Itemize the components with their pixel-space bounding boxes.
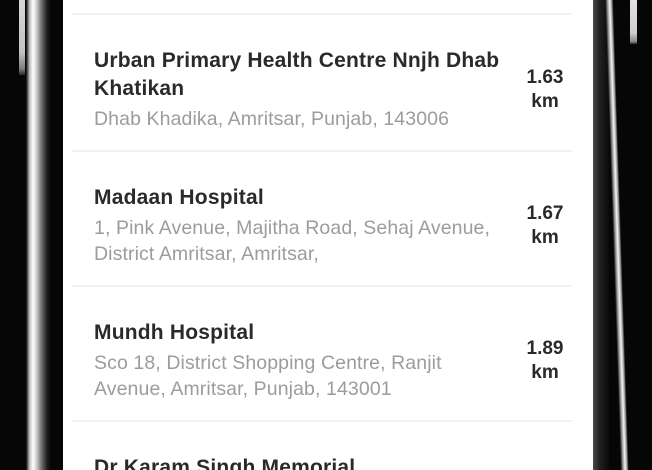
distance-unit: km [531, 90, 559, 112]
distance-value: 1.89 [526, 337, 564, 359]
distance-unit: km [531, 226, 559, 248]
screen-edge-glow [593, 0, 609, 470]
list-divider [71, 420, 572, 422]
hospital-address: 1, Pink Avenue, Majitha Road, Sehaj Aven… [94, 217, 491, 265]
hospital-info: Mundh Hospital Sco 18, District Shopping… [94, 319, 506, 402]
distance-unit: km [531, 361, 559, 383]
hospital-distance: 1.67 km [511, 202, 579, 250]
hospital-list-item[interactable]: Dr Karam Singh Memorial [63, 422, 593, 470]
list-divider [71, 13, 572, 15]
phone-left-bezel [0, 0, 63, 470]
hospital-list-item[interactable]: Madaan Hospital 1, Pink Avenue, Majitha … [63, 152, 593, 285]
list-scroll-gap [63, 0, 593, 13]
hospital-info: Urban Primary Health Centre Nnjh Dhab Kh… [94, 47, 506, 132]
bezel-reflection-short [630, 0, 637, 44]
hospital-address: Dhab Khadika, Amritsar, Punjab, 143006 [94, 108, 450, 130]
list-divider [71, 285, 572, 287]
hospital-info: Dr Karam Singh Memorial [94, 454, 506, 470]
hospital-name: Urban Primary Health Centre Nnjh Dhab Kh… [94, 49, 500, 100]
hospital-list-screen: Urban Primary Health Centre Nnjh Dhab Kh… [63, 0, 593, 470]
hospital-list-item[interactable]: Mundh Hospital Sco 18, District Shopping… [63, 287, 593, 420]
hospital-distance: 1.63 km [511, 66, 579, 114]
list-divider [71, 150, 572, 152]
hospital-list-item[interactable]: Urban Primary Health Centre Nnjh Dhab Kh… [63, 15, 593, 150]
phone-right-bezel [593, 0, 652, 470]
bezel-reflection-long [26, 0, 51, 470]
hospital-name: Mundh Hospital [94, 321, 255, 344]
hospital-name: Madaan Hospital [94, 186, 264, 209]
hospital-name: Dr Karam Singh Memorial [94, 456, 356, 470]
hospital-distance: 1.89 km [511, 337, 579, 385]
hospital-address: Sco 18, District Shopping Centre, Ranjit… [94, 352, 442, 400]
bezel-reflection-short [19, 0, 25, 75]
distance-value: 1.63 [526, 66, 564, 88]
hospital-info: Madaan Hospital 1, Pink Avenue, Majitha … [94, 184, 506, 267]
distance-value: 1.67 [526, 202, 564, 224]
